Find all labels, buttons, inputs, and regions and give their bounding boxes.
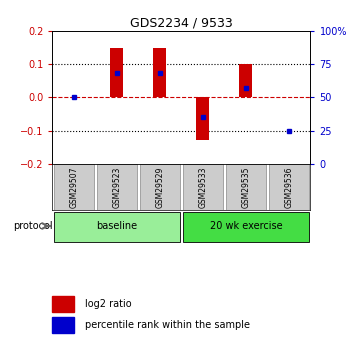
- FancyBboxPatch shape: [226, 164, 266, 210]
- FancyBboxPatch shape: [97, 164, 137, 210]
- Text: GSM29523: GSM29523: [112, 166, 121, 208]
- Bar: [196, 97, 209, 140]
- Text: log2 ratio: log2 ratio: [85, 299, 131, 309]
- FancyBboxPatch shape: [54, 212, 180, 241]
- Text: GSM29507: GSM29507: [69, 166, 78, 208]
- Title: GDS2234 / 9533: GDS2234 / 9533: [130, 17, 233, 30]
- Text: protocol: protocol: [14, 221, 53, 231]
- Text: GSM29535: GSM29535: [242, 166, 251, 208]
- Bar: [52, 317, 74, 333]
- FancyBboxPatch shape: [183, 212, 309, 241]
- FancyBboxPatch shape: [140, 164, 180, 210]
- Text: percentile rank within the sample: percentile rank within the sample: [85, 320, 250, 330]
- Text: GSM29529: GSM29529: [155, 166, 164, 208]
- Text: 20 wk exercise: 20 wk exercise: [210, 221, 282, 231]
- Text: baseline: baseline: [96, 221, 138, 231]
- Bar: [52, 296, 74, 312]
- Bar: [153, 48, 166, 97]
- FancyBboxPatch shape: [269, 164, 309, 210]
- Text: GSM29533: GSM29533: [199, 166, 208, 208]
- Text: GSM29536: GSM29536: [284, 166, 293, 208]
- Bar: [110, 48, 123, 97]
- FancyBboxPatch shape: [54, 164, 93, 210]
- Bar: [239, 64, 252, 97]
- FancyBboxPatch shape: [183, 164, 223, 210]
